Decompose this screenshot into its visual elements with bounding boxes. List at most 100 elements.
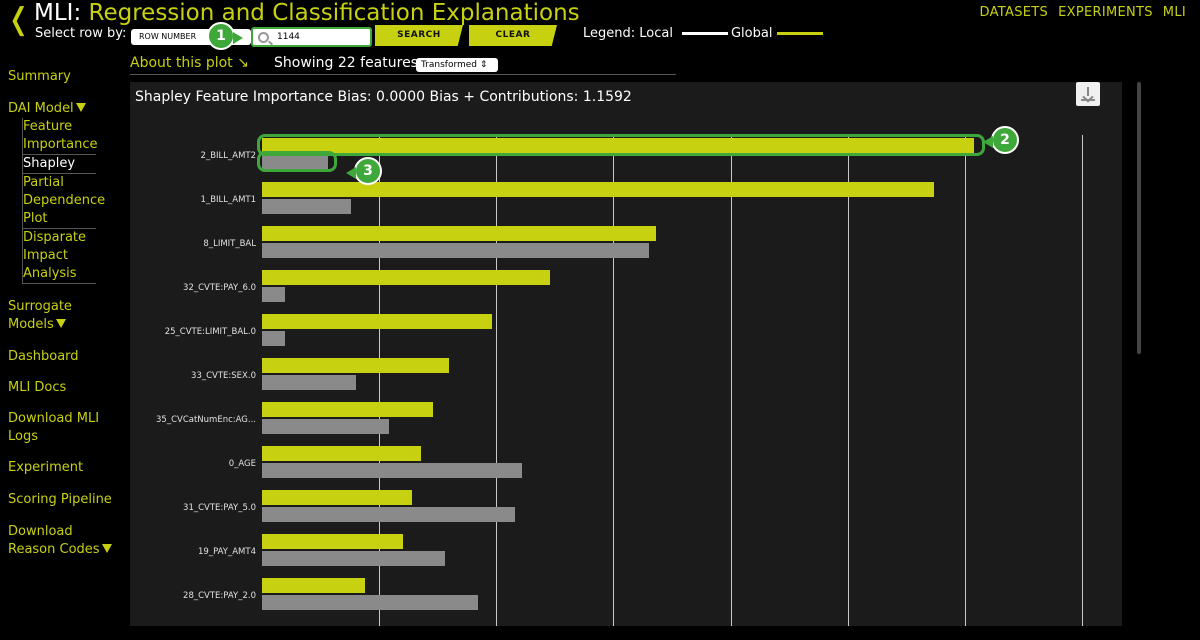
sidebar-item-dai-model[interactable]: DAI Model <box>8 100 120 118</box>
feature-label: 31_CVTE:PAY_5.0 <box>183 503 256 513</box>
clear-button[interactable]: CLEAR <box>469 25 557 46</box>
sidebar-item-summary[interactable]: Summary <box>8 69 71 84</box>
bar-global[interactable] <box>262 226 656 241</box>
bar-local[interactable] <box>262 551 445 566</box>
bar-global[interactable] <box>262 138 974 153</box>
download-arrow <box>1087 87 1089 96</box>
about-plot-label: About this plot <box>130 55 233 71</box>
gridline <box>1082 135 1083 626</box>
row-search-input[interactable]: 1144 <box>251 27 372 47</box>
gridline <box>613 135 614 626</box>
search-button[interactable]: SEARCH <box>375 25 463 46</box>
feature-label: 28_CVTE:PAY_2.0 <box>183 591 256 601</box>
bar-global[interactable] <box>262 182 934 197</box>
caret-down-icon <box>75 103 86 112</box>
feature-label: 1_BILL_AMT1 <box>200 195 256 205</box>
annotation-badge-1: 1 <box>207 22 243 50</box>
legend: Legend: Local Global <box>583 26 824 41</box>
sidebar-subitem-partial-dependence[interactable]: Partial Dependence Plot <box>23 174 105 229</box>
annotation-badge-3: 3 <box>346 157 382 185</box>
bar-local[interactable] <box>262 155 328 170</box>
bar-local[interactable] <box>262 463 522 478</box>
feature-label: 8_LIMIT_BAL <box>203 239 256 249</box>
gridline <box>965 135 966 626</box>
gridline <box>731 135 732 626</box>
legend-local-line <box>681 32 728 35</box>
sidebar-item-experiment[interactable]: Experiment <box>8 460 84 475</box>
updown-icon: ⇕ <box>479 60 488 70</box>
feature-label: 32_CVTE:PAY_6.0 <box>183 283 256 293</box>
gridline <box>379 135 380 626</box>
bar-global[interactable] <box>262 490 412 505</box>
legend-global-label: Global <box>730 26 773 41</box>
bar-local[interactable] <box>262 287 285 302</box>
search-icon <box>258 32 269 43</box>
feature-label: 19_PAY_AMT4 <box>198 547 256 557</box>
nav-experiments[interactable]: EXPERIMENTS <box>1058 5 1153 20</box>
sidebar-item-download-reason-codes[interactable]: Download Reason Codes <box>8 523 120 559</box>
bar-global[interactable] <box>262 402 433 417</box>
sidebar-item-label: Download Reason Codes <box>8 524 100 557</box>
divider <box>130 74 676 75</box>
sidebar-subitem-disparate-impact[interactable]: Disparate Impact Analysis <box>23 229 96 284</box>
arrow-down-right-icon: ↘ <box>237 55 249 71</box>
nav-datasets[interactable]: DATASETS <box>979 5 1049 20</box>
sidebar-item-surrogate-models[interactable]: Surrogate Models <box>8 298 120 334</box>
bar-local[interactable] <box>262 595 478 610</box>
select-row-label: Select row by: <box>35 26 127 41</box>
chart-title: Shapley Feature Importance Bias: 0.0000 … <box>135 89 632 105</box>
title-text: Regression and Classification Explanatio… <box>88 0 580 26</box>
bar-local[interactable] <box>262 331 285 346</box>
top-nav: DATASETS EXPERIMENTS MLI <box>980 5 1186 20</box>
bar-local[interactable] <box>262 507 515 522</box>
annotation-badge-2: 2 <box>983 126 1019 154</box>
highlight-global-bar <box>257 134 986 156</box>
caret-down-icon <box>55 319 66 328</box>
bar-local[interactable] <box>262 243 649 258</box>
search-value: 1144 <box>277 32 300 42</box>
sidebar-item-scoring-pipeline[interactable]: Scoring Pipeline <box>8 492 112 507</box>
sidebar-item-label: DAI Model <box>8 101 74 116</box>
scrollbar[interactable] <box>1137 82 1141 354</box>
bar-global[interactable] <box>262 534 403 549</box>
transform-value: Transformed <box>421 60 478 70</box>
feature-label: 2_BILL_AMT2 <box>200 151 256 161</box>
feature-label: 0_AGE <box>228 459 256 469</box>
page-title: MLI: Regression and Classification Expla… <box>34 0 580 26</box>
bar-global[interactable] <box>262 446 421 461</box>
sidebar-item-mli-docs[interactable]: MLI Docs <box>8 380 67 395</box>
bar-local[interactable] <box>262 199 351 214</box>
highlight-local-bar <box>257 151 337 172</box>
sidebar-subitem-feature-importance[interactable]: Feature Importance <box>23 118 98 155</box>
chevron-left-icon[interactable]: ❬ <box>6 2 32 37</box>
legend-local-label: Legend: Local <box>583 26 673 41</box>
bar-global[interactable] <box>262 314 492 329</box>
bar-local[interactable] <box>262 419 389 434</box>
showing-features-label: Showing 22 features: <box>274 55 423 71</box>
shapley-chart-panel: Shapley Feature Importance Bias: 0.0000 … <box>130 82 1122 626</box>
download-base <box>1081 99 1095 101</box>
bar-global[interactable] <box>262 270 550 285</box>
sidebar-item-download-logs[interactable]: Download MLI Logs <box>8 411 100 444</box>
download-icon[interactable] <box>1076 82 1100 106</box>
bar-global[interactable] <box>262 358 449 373</box>
sidebar-subitem-shapley[interactable]: Shapley <box>23 155 96 174</box>
caret-down-icon <box>101 544 112 553</box>
nav-mli[interactable]: MLI <box>1162 5 1186 20</box>
sidebar-submenu-dai: Feature Importance Shapley Partial Depen… <box>22 118 120 284</box>
legend-global-line <box>777 32 824 35</box>
bar-local[interactable] <box>262 375 356 390</box>
feature-label: 33_CVTE:SEX.0 <box>191 371 256 381</box>
transform-select[interactable]: Transformed ⇕ <box>416 58 498 72</box>
about-plot-link[interactable]: About this plot ↘ <box>130 55 249 71</box>
gridline <box>496 135 497 626</box>
sidebar-item-dashboard[interactable]: Dashboard <box>8 349 79 364</box>
feature-label: 25_CVTE:LIMIT_BAL.0 <box>164 327 256 337</box>
title-prefix: MLI: <box>34 0 89 26</box>
feature-label: 35_CVCatNumEnc:AG... <box>156 415 256 425</box>
sidebar: Summary DAI Model Feature Importance Sha… <box>8 68 120 559</box>
sidebar-item-label: Surrogate Models <box>8 299 72 332</box>
gridline <box>848 135 849 626</box>
bar-global[interactable] <box>262 578 365 593</box>
